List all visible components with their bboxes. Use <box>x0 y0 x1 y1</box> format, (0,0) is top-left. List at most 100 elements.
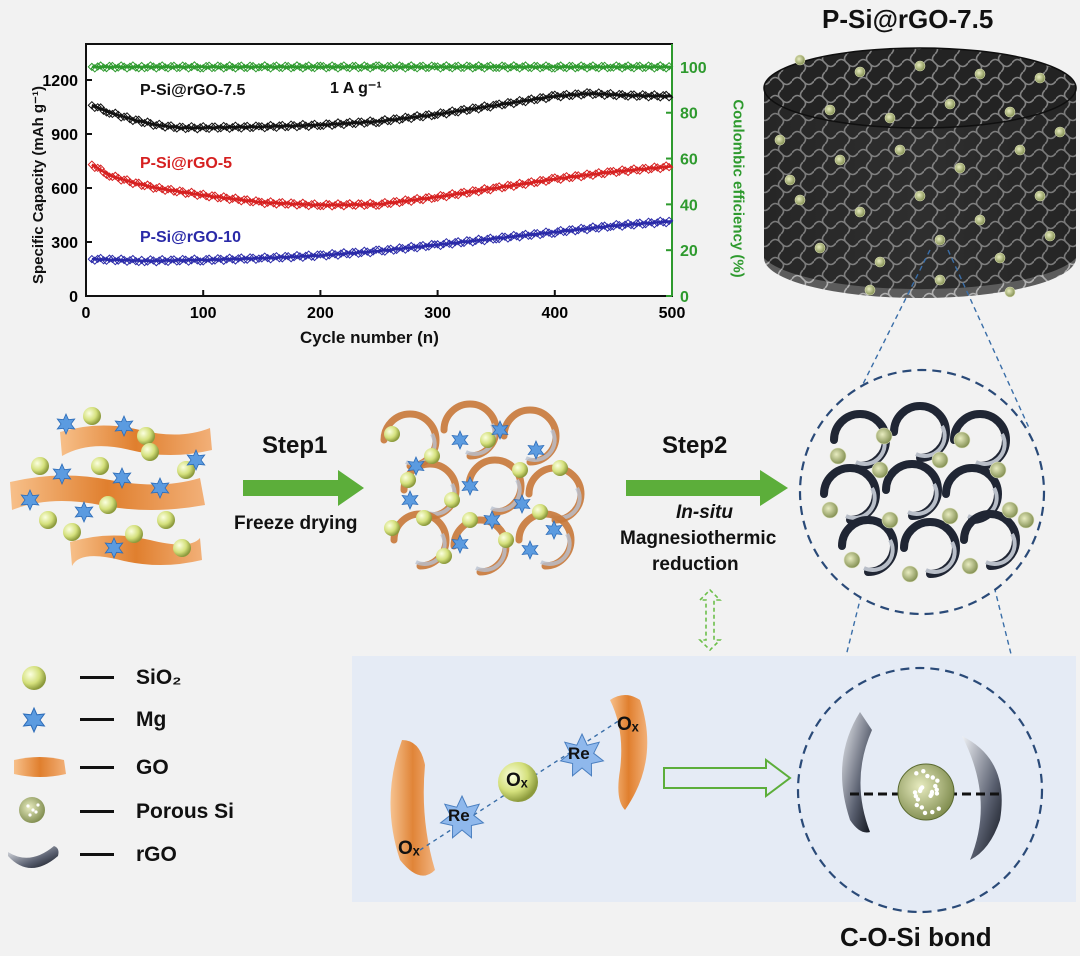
data-point <box>187 256 196 265</box>
data-point <box>404 62 413 72</box>
step2-desc2: reduction <box>652 554 739 575</box>
sio2-sphere <box>31 457 49 475</box>
step2-insitu: In-situ <box>676 502 733 523</box>
data-point <box>404 196 413 205</box>
data-point <box>439 239 448 249</box>
mg-star <box>186 449 206 471</box>
sio2-sphere <box>141 443 159 461</box>
data-point <box>653 218 662 227</box>
data-point <box>289 63 299 72</box>
data-point <box>363 62 372 71</box>
mg-star <box>112 467 132 489</box>
data-point <box>620 220 630 230</box>
series-line <box>91 220 673 263</box>
mg-star <box>114 415 134 437</box>
data-point <box>433 62 442 71</box>
data-point <box>368 199 378 209</box>
series-1 <box>87 160 674 211</box>
cylinder-top <box>763 47 1077 129</box>
y-tick-label: 600 <box>51 181 78 198</box>
data-point <box>222 255 231 264</box>
data-point <box>641 91 650 100</box>
data-point <box>263 122 272 131</box>
legend-mg: Mg <box>136 708 167 731</box>
step1-arrow <box>243 470 364 506</box>
series-line <box>91 92 673 129</box>
data-point <box>506 62 516 72</box>
plot-frame <box>85 43 673 297</box>
x-axis-label: Cycle number (n) <box>300 328 439 347</box>
data-point <box>477 186 486 195</box>
mg-star-icon <box>22 706 46 734</box>
y2-tick-label: 0 <box>680 289 689 306</box>
data-point <box>477 62 486 72</box>
data-point <box>257 62 267 72</box>
sio2-sphere <box>39 511 57 529</box>
legend-porous-si: Porous Si <box>136 800 235 823</box>
sio2-sphere <box>125 525 143 543</box>
data-point <box>330 62 340 72</box>
sio2-sphere <box>173 539 191 557</box>
y2-tick-label: 100 <box>680 60 707 77</box>
data-point <box>257 197 267 207</box>
data-point <box>579 62 589 71</box>
series-2 <box>87 216 674 267</box>
data-point <box>398 62 407 71</box>
mg-star <box>20 489 40 511</box>
series-label-7-5: P-Si@rGO-7.5 <box>140 82 246 99</box>
data-point <box>228 122 237 132</box>
data-point <box>368 117 378 126</box>
x-tick-label: 300 <box>424 305 451 322</box>
data-point <box>149 62 158 71</box>
ox-label-3: Oₓ <box>617 714 639 735</box>
data-point <box>155 256 164 265</box>
data-point <box>439 62 448 72</box>
cylinder-title: P-Si@rGO-7.5 <box>822 4 994 34</box>
data-point <box>330 250 340 259</box>
series-label-10: P-Si@rGO-10 <box>140 229 241 246</box>
data-point <box>404 113 413 122</box>
data-point <box>471 236 480 246</box>
data-point <box>190 189 199 198</box>
sio2-sphere <box>157 511 175 529</box>
data-point <box>289 252 299 262</box>
data-point <box>409 112 419 122</box>
y2-axis-label: Coulombic efficiency (%) <box>729 99 747 278</box>
data-point <box>404 243 413 253</box>
data-point <box>155 62 164 72</box>
ox-label-1: Oₓ <box>398 838 420 859</box>
step2-arrow <box>626 470 788 506</box>
rgo-network <box>820 402 1035 583</box>
data-point <box>512 180 521 190</box>
sio2-sphere <box>137 427 155 445</box>
x-tick-label: 0 <box>82 305 91 322</box>
hollow-arrow <box>663 758 792 798</box>
data-point <box>181 255 190 265</box>
rgo-sheet-icon <box>8 846 59 868</box>
legend-go: GO <box>136 756 169 779</box>
data-point <box>512 62 521 72</box>
data-point <box>471 62 480 72</box>
data-point <box>301 200 310 209</box>
current-density: 1 A g⁻¹ <box>330 80 382 97</box>
data-point <box>87 254 97 264</box>
y-tick-label: 900 <box>51 127 78 144</box>
data-point <box>190 123 199 132</box>
go-mixture <box>10 407 212 566</box>
freeze-dried-network <box>380 400 585 576</box>
mg-star <box>52 463 72 485</box>
data-point <box>620 62 630 72</box>
data-point <box>257 122 267 131</box>
data-point <box>157 121 167 131</box>
x-tick-label: 100 <box>190 305 217 322</box>
data-point <box>263 198 272 207</box>
data-point <box>336 249 346 258</box>
re-star-2 <box>559 732 605 777</box>
data-point <box>445 108 454 117</box>
sio2-sphere <box>63 523 81 541</box>
capacity-chart: 0 100 200 300 400 500030060090012000204060801… <box>42 43 707 322</box>
re-label-1: Re <box>448 806 470 825</box>
step1-label: Step1 <box>262 432 328 459</box>
mg-star <box>74 501 94 523</box>
series-3 <box>87 61 674 73</box>
